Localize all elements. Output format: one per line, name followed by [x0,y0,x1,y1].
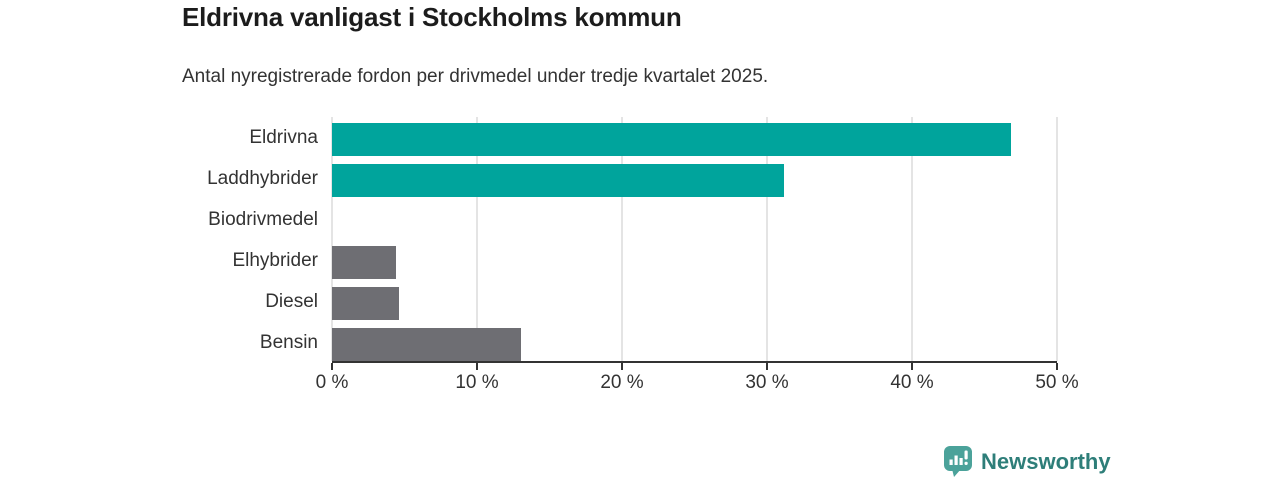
bar-row [332,281,1057,322]
axis-tick [1056,363,1058,370]
y-axis-labels: Eldrivna Laddhybrider Biodrivmedel Elhybrid… [0,117,318,363]
brand-name: Newsworthy [981,448,1111,474]
gridline [1056,117,1058,361]
x-tick-label: 0 % [315,372,349,393]
bar-eldrivna [332,123,1011,156]
x-tick-label: 40 % [890,372,934,393]
bar-diesel [332,287,399,320]
bar-row [332,199,1057,240]
x-tick-label: 50 % [1035,372,1079,393]
category-label: Diesel [265,291,318,312]
category-label: Eldrivna [249,127,318,148]
axis-tick [621,363,623,370]
axis-tick [766,363,768,370]
x-tick-label: 10 % [455,372,499,393]
category-label: Elhybrider [232,250,318,271]
chart-title: Eldrivna vanligast i Stockholms kommun [182,2,682,32]
category-label: Laddhybrider [207,168,318,189]
x-axis-tick-labels: 0 % 10 % 20 % 30 % 40 % 50 % [316,372,1079,398]
bar-bensin [332,328,521,361]
category-label: Bensin [259,332,318,353]
gridline [476,117,478,361]
axis-tick [476,363,478,370]
gridline [331,117,333,361]
bar-row [332,117,1057,158]
bar-row [332,240,1057,281]
bar-elhybrider [332,246,396,279]
category-label: Biodrivmedel [208,209,318,230]
newsworthy-icon [944,446,972,477]
gridline [911,117,913,361]
brand-logo[interactable]: Newsworthy [944,446,1111,477]
bar-row [332,322,1057,363]
bar-row [332,158,1057,199]
bar-laddhybrider [332,164,785,197]
x-tick-label: 20 % [600,372,644,393]
plot-area [331,117,1058,370]
x-tick-label: 30 % [745,372,789,393]
gridline [766,117,768,361]
axis-tick [331,363,333,370]
axis-tick [911,363,913,370]
chart-subtitle: Antal nyregistrerade fordon per drivmede… [182,66,769,87]
gridline [621,117,623,361]
